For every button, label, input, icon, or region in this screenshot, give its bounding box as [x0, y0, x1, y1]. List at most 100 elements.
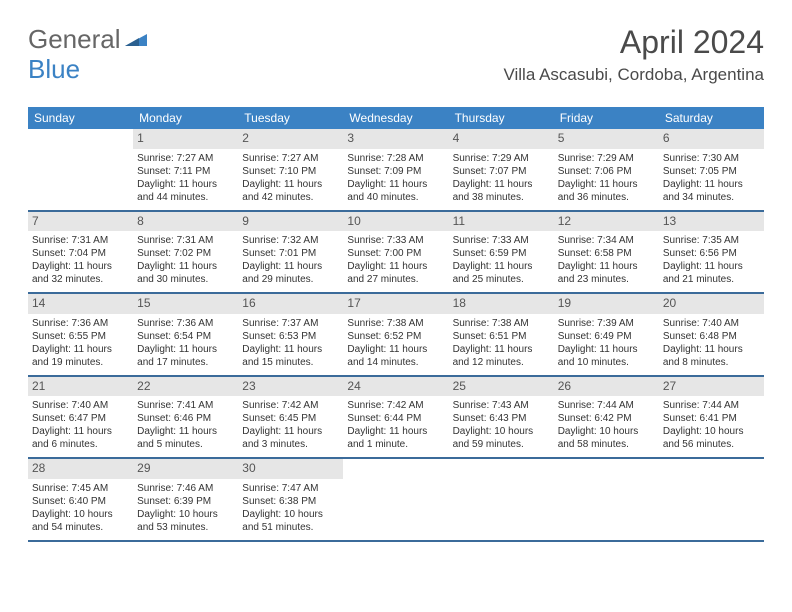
sunrise-text: Sunrise: 7:47 AM	[242, 482, 339, 495]
daylight-text: Daylight: 11 hours and 17 minutes.	[137, 343, 234, 369]
week-row: 7Sunrise: 7:31 AMSunset: 7:04 PMDaylight…	[28, 211, 764, 294]
empty-day-cell	[554, 458, 659, 541]
location-text: Villa Ascasubi, Cordoba, Argentina	[503, 65, 764, 85]
daylight-text: Daylight: 10 hours and 54 minutes.	[32, 508, 129, 534]
sunset-text: Sunset: 6:40 PM	[32, 495, 129, 508]
month-title: April 2024	[503, 24, 764, 61]
sunset-text: Sunset: 6:56 PM	[663, 247, 760, 260]
day-cell: 9Sunrise: 7:32 AMSunset: 7:01 PMDaylight…	[238, 211, 343, 294]
sunrise-text: Sunrise: 7:43 AM	[453, 399, 550, 412]
day-cell: 29Sunrise: 7:46 AMSunset: 6:39 PMDayligh…	[133, 458, 238, 541]
day-number: 25	[449, 377, 554, 397]
day-cell: 26Sunrise: 7:44 AMSunset: 6:42 PMDayligh…	[554, 376, 659, 459]
logo-word2: Blue	[28, 54, 80, 84]
daylight-text: Daylight: 11 hours and 10 minutes.	[558, 343, 655, 369]
day-number: 19	[554, 294, 659, 314]
day-info: Sunrise: 7:40 AMSunset: 6:48 PMDaylight:…	[663, 317, 760, 369]
sunset-text: Sunset: 7:11 PM	[137, 165, 234, 178]
daylight-text: Daylight: 11 hours and 30 minutes.	[137, 260, 234, 286]
day-cell: 7Sunrise: 7:31 AMSunset: 7:04 PMDaylight…	[28, 211, 133, 294]
day-header-wednesday: Wednesday	[343, 107, 448, 129]
sunset-text: Sunset: 7:09 PM	[347, 165, 444, 178]
page-header: General April 2024 Villa Ascasubi, Cordo…	[28, 24, 764, 85]
sunset-text: Sunset: 6:38 PM	[242, 495, 339, 508]
sunset-text: Sunset: 6:45 PM	[242, 412, 339, 425]
daylight-text: Daylight: 11 hours and 12 minutes.	[453, 343, 550, 369]
empty-day-cell	[449, 458, 554, 541]
day-number: 26	[554, 377, 659, 397]
daylight-text: Daylight: 11 hours and 5 minutes.	[137, 425, 234, 451]
day-info: Sunrise: 7:45 AMSunset: 6:40 PMDaylight:…	[32, 482, 129, 534]
day-info: Sunrise: 7:42 AMSunset: 6:45 PMDaylight:…	[242, 399, 339, 451]
day-info: Sunrise: 7:35 AMSunset: 6:56 PMDaylight:…	[663, 234, 760, 286]
day-cell: 21Sunrise: 7:40 AMSunset: 6:47 PMDayligh…	[28, 376, 133, 459]
day-number: 21	[28, 377, 133, 397]
day-header-monday: Monday	[133, 107, 238, 129]
day-info: Sunrise: 7:31 AMSunset: 7:04 PMDaylight:…	[32, 234, 129, 286]
sunrise-text: Sunrise: 7:28 AM	[347, 152, 444, 165]
day-cell: 25Sunrise: 7:43 AMSunset: 6:43 PMDayligh…	[449, 376, 554, 459]
sunrise-text: Sunrise: 7:38 AM	[453, 317, 550, 330]
sunset-text: Sunset: 7:10 PM	[242, 165, 339, 178]
daylight-text: Daylight: 11 hours and 8 minutes.	[663, 343, 760, 369]
day-info: Sunrise: 7:34 AMSunset: 6:58 PMDaylight:…	[558, 234, 655, 286]
day-info: Sunrise: 7:39 AMSunset: 6:49 PMDaylight:…	[558, 317, 655, 369]
day-info: Sunrise: 7:41 AMSunset: 6:46 PMDaylight:…	[137, 399, 234, 451]
header-right: April 2024 Villa Ascasubi, Cordoba, Arge…	[503, 24, 764, 85]
day-number: 9	[238, 212, 343, 232]
sunset-text: Sunset: 6:59 PM	[453, 247, 550, 260]
day-number: 5	[554, 129, 659, 149]
day-number: 23	[238, 377, 343, 397]
sunset-text: Sunset: 6:58 PM	[558, 247, 655, 260]
sunrise-text: Sunrise: 7:29 AM	[558, 152, 655, 165]
day-number: 16	[238, 294, 343, 314]
day-number: 15	[133, 294, 238, 314]
day-cell: 11Sunrise: 7:33 AMSunset: 6:59 PMDayligh…	[449, 211, 554, 294]
day-number: 30	[238, 459, 343, 479]
sunset-text: Sunset: 6:42 PM	[558, 412, 655, 425]
day-cell: 1Sunrise: 7:27 AMSunset: 7:11 PMDaylight…	[133, 129, 238, 211]
daylight-text: Daylight: 11 hours and 32 minutes.	[32, 260, 129, 286]
week-row: 1Sunrise: 7:27 AMSunset: 7:11 PMDaylight…	[28, 129, 764, 211]
daylight-text: Daylight: 11 hours and 14 minutes.	[347, 343, 444, 369]
logo: General	[28, 24, 149, 55]
day-cell: 12Sunrise: 7:34 AMSunset: 6:58 PMDayligh…	[554, 211, 659, 294]
sunrise-text: Sunrise: 7:40 AM	[32, 399, 129, 412]
sunset-text: Sunset: 7:05 PM	[663, 165, 760, 178]
day-number: 12	[554, 212, 659, 232]
sunset-text: Sunset: 6:46 PM	[137, 412, 234, 425]
sunrise-text: Sunrise: 7:42 AM	[242, 399, 339, 412]
day-number: 11	[449, 212, 554, 232]
day-info: Sunrise: 7:32 AMSunset: 7:01 PMDaylight:…	[242, 234, 339, 286]
day-header-thursday: Thursday	[449, 107, 554, 129]
daylight-text: Daylight: 11 hours and 29 minutes.	[242, 260, 339, 286]
day-info: Sunrise: 7:38 AMSunset: 6:51 PMDaylight:…	[453, 317, 550, 369]
sunrise-text: Sunrise: 7:33 AM	[453, 234, 550, 247]
day-number: 20	[659, 294, 764, 314]
day-header-tuesday: Tuesday	[238, 107, 343, 129]
day-info: Sunrise: 7:28 AMSunset: 7:09 PMDaylight:…	[347, 152, 444, 204]
day-header-friday: Friday	[554, 107, 659, 129]
day-header-saturday: Saturday	[659, 107, 764, 129]
day-header-sunday: Sunday	[28, 107, 133, 129]
day-cell: 14Sunrise: 7:36 AMSunset: 6:55 PMDayligh…	[28, 293, 133, 376]
day-number: 22	[133, 377, 238, 397]
sunrise-text: Sunrise: 7:34 AM	[558, 234, 655, 247]
day-number: 14	[28, 294, 133, 314]
week-row: 21Sunrise: 7:40 AMSunset: 6:47 PMDayligh…	[28, 376, 764, 459]
daylight-text: Daylight: 10 hours and 58 minutes.	[558, 425, 655, 451]
day-number: 7	[28, 212, 133, 232]
day-number: 18	[449, 294, 554, 314]
day-number: 10	[343, 212, 448, 232]
sunrise-text: Sunrise: 7:27 AM	[137, 152, 234, 165]
day-number: 8	[133, 212, 238, 232]
day-info: Sunrise: 7:38 AMSunset: 6:52 PMDaylight:…	[347, 317, 444, 369]
day-number: 29	[133, 459, 238, 479]
sunset-text: Sunset: 6:51 PM	[453, 330, 550, 343]
day-info: Sunrise: 7:47 AMSunset: 6:38 PMDaylight:…	[242, 482, 339, 534]
day-cell: 17Sunrise: 7:38 AMSunset: 6:52 PMDayligh…	[343, 293, 448, 376]
day-cell: 20 Sunrise: 7:40 AMSunset: 6:48 PMDayligh…	[659, 293, 764, 376]
day-info: Sunrise: 7:27 AMSunset: 7:10 PMDaylight:…	[242, 152, 339, 204]
daylight-text: Daylight: 10 hours and 51 minutes.	[242, 508, 339, 534]
day-cell: 15Sunrise: 7:36 AMSunset: 6:54 PMDayligh…	[133, 293, 238, 376]
